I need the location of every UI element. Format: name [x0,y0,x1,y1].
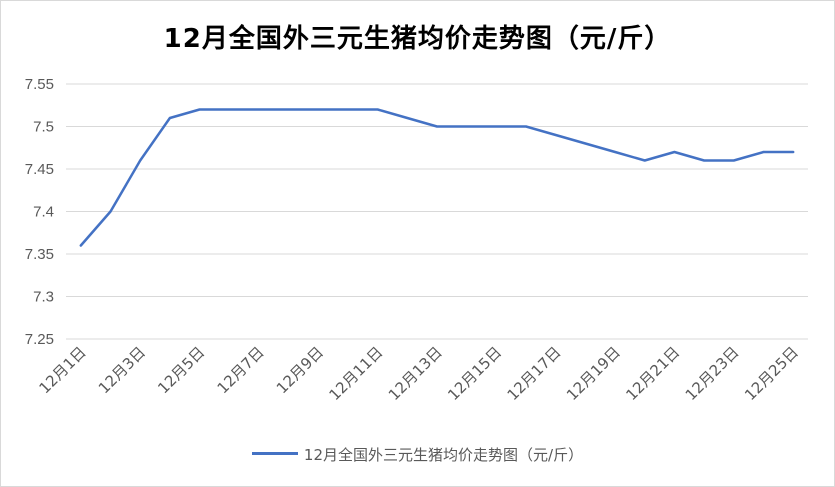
x-tick-label: 12月15日 [444,343,505,404]
series-layer [79,108,795,247]
y-tick-label: 7.45 [25,161,54,178]
gridlines [66,83,808,340]
y-tick-label: 7.35 [25,246,54,263]
series-line [79,108,795,247]
x-tick-label: 12月23日 [682,343,743,404]
y-tick-label: 7.3 [33,289,54,306]
legend-swatch [251,452,298,455]
y-axis-ticks: 7.25 7.3 7.35 7.4 7.45 7.5 7.55 [25,76,54,348]
x-tick-label: 12月25日 [741,343,802,404]
x-tick-label: 12月3日 [95,343,149,397]
chart-title: 12月全国外三元生猪均价走势图（元/斤） [163,24,672,54]
y-tick-label: 7.5 [33,119,54,136]
x-axis-ticks: 12月1日 12月3日 12月5日 12月7日 12月9日12月11日12月13日12月… [35,343,802,404]
x-tick-label: 12月7日 [214,343,268,397]
legend-label: 12月全国外三元生猪均价走势图（元/斤） [303,446,584,464]
x-tick-label: 12月5日 [154,343,208,397]
x-tick-label: 12月19日 [563,343,624,404]
x-tick-label: 12月11日 [326,343,387,404]
x-tick-label: 12月13日 [385,343,446,404]
x-tick-label: 12月17日 [504,343,565,404]
x-tick-label: 12月9日 [273,343,327,397]
y-tick-label: 7.25 [25,331,54,348]
y-tick-label: 7.55 [25,76,54,93]
y-tick-label: 7.4 [33,204,54,221]
x-tick-label: 12月1日 [35,343,89,397]
legend: 12月全国外三元生猪均价走势图（元/斤） [0,444,835,465]
x-tick-label: 12月21日 [622,343,683,404]
